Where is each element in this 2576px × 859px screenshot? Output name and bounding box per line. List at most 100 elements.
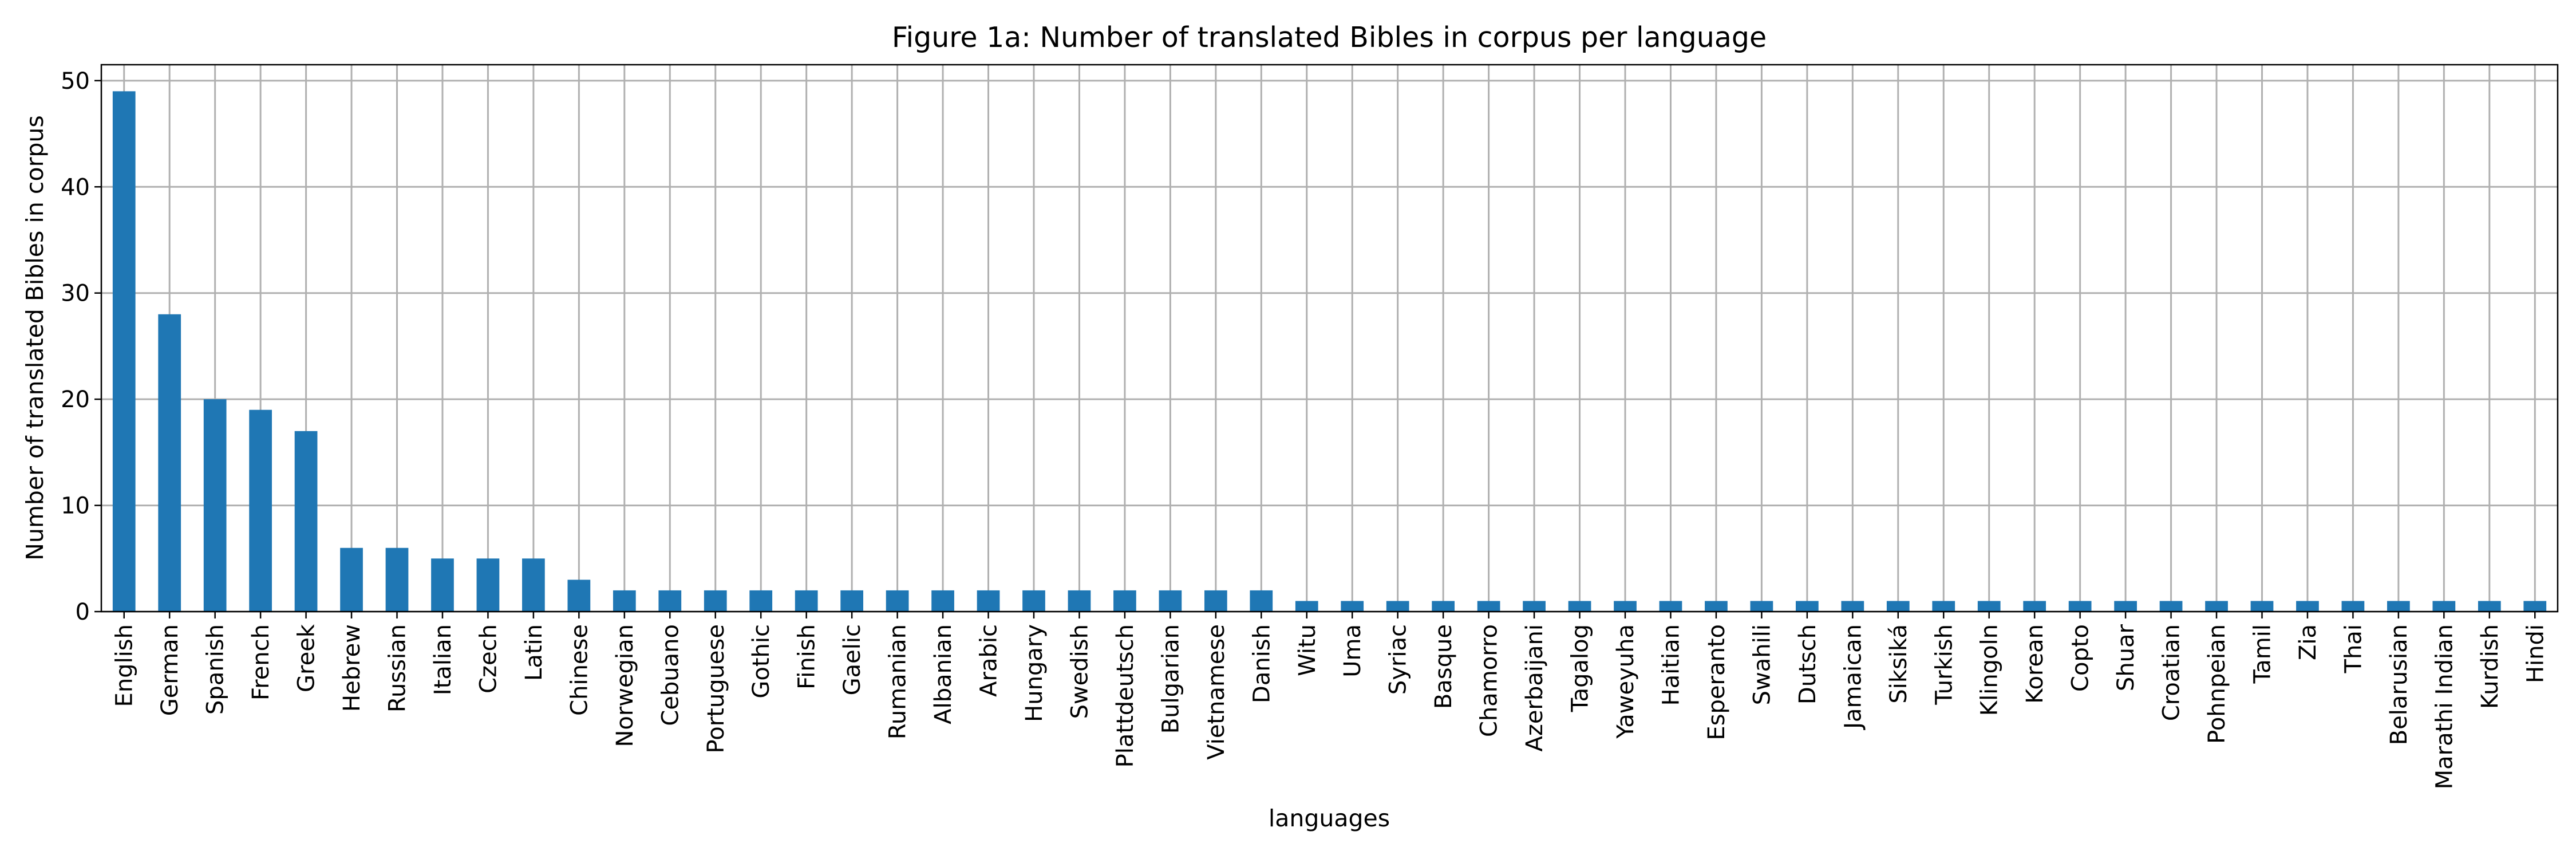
x-tick-label: Bulgarian [1157, 624, 1184, 734]
x-tick-label: Azerbaijani [1522, 624, 1548, 752]
x-tick-label: Cebuano [657, 624, 683, 726]
x-tick-label: Witu [1294, 624, 1321, 676]
x-tick-label: English [112, 624, 138, 707]
y-tick-label: 20 [61, 387, 90, 413]
bar [567, 580, 591, 612]
bar [1204, 590, 1227, 612]
x-tick-label: Yaweyuha [1613, 624, 1639, 739]
x-tick-label: Rumanian [885, 624, 911, 739]
bar [1659, 601, 1682, 612]
bar [658, 590, 682, 612]
x-tick-label: Siksiká [1886, 624, 1912, 704]
bar [1841, 601, 1864, 612]
x-tick-label: Marathi Indian [2431, 624, 2458, 789]
bar [704, 590, 727, 612]
x-tick-label: German [157, 624, 183, 716]
bar [1432, 601, 1455, 612]
x-axis-label: languages [1269, 805, 1390, 832]
bar [613, 590, 636, 612]
bar [1386, 601, 1409, 612]
bar [2205, 601, 2228, 612]
y-tick-label: 40 [61, 174, 90, 200]
x-tick-label: Hebrew [339, 624, 365, 712]
bar [340, 547, 363, 612]
y-tick-label: 50 [61, 68, 90, 94]
bar [2341, 601, 2365, 612]
bar [1795, 601, 1819, 612]
x-tick-label: Tagalog [1567, 624, 1594, 712]
bar [112, 91, 136, 612]
bar [1159, 590, 1182, 612]
x-tick-label: Czech [475, 624, 501, 693]
x-tick-label: Jamaican [1840, 624, 1866, 731]
x-tick-label: Norwegian [612, 624, 638, 747]
bar [476, 558, 500, 612]
bar [2432, 601, 2456, 612]
bar [2114, 601, 2137, 612]
bar [1932, 601, 1955, 612]
bar [749, 590, 773, 612]
y-tick-label: 0 [76, 599, 90, 625]
x-tick-label: Gaelic [839, 624, 866, 695]
x-axis-ticks: English German Spanish French Greek Hebrew Rus… [112, 612, 2549, 789]
bar [931, 590, 954, 612]
x-tick-label: Danish [1249, 624, 1275, 703]
x-tick-label: Uma [1340, 624, 1366, 677]
x-tick-label: Basque [1431, 624, 1457, 709]
x-tick-label: Arabic [976, 624, 1002, 697]
bar [2523, 601, 2547, 612]
x-tick-label: Spanish [203, 624, 229, 715]
x-tick-label: Portuguese [703, 624, 729, 753]
x-tick-label: Chamorro [1476, 624, 1503, 737]
x-tick-label: Tamil [2249, 624, 2275, 684]
bar [1886, 601, 1910, 612]
x-tick-label: Klingoln [1977, 624, 2003, 716]
x-tick-label: French [248, 624, 274, 700]
bar [2159, 601, 2183, 612]
bar [1022, 590, 1045, 612]
bar [1068, 590, 1091, 612]
bar [1750, 601, 1773, 612]
x-tick-label: Chinese [566, 624, 592, 716]
chart-title: Figure 1a: Number of translated Bibles i… [892, 21, 1767, 54]
x-tick-label: Korean [2022, 624, 2048, 704]
x-tick-label: Turkish [1931, 624, 1957, 706]
x-tick-label: Kurdish [2477, 624, 2503, 709]
x-tick-label: Pohnpeian [2204, 624, 2230, 744]
bar [385, 547, 409, 612]
x-tick-label: Plattdeutsch [1112, 624, 1139, 767]
x-tick-label: Haitian [1658, 624, 1684, 706]
bar [522, 558, 545, 612]
bar [2068, 601, 2092, 612]
bar [2387, 601, 2410, 612]
x-tick-label: Hungary [1021, 624, 1048, 722]
bar [2296, 601, 2319, 612]
x-tick-label: Hindi [2522, 624, 2549, 683]
bars [112, 91, 2547, 612]
bar [840, 590, 864, 612]
x-tick-label: Russian [385, 624, 411, 712]
y-tick-label: 10 [61, 493, 90, 519]
bar [2250, 601, 2274, 612]
x-tick-label: Greek [294, 624, 320, 692]
bar [1295, 601, 1318, 612]
x-tick-label: Italian [430, 624, 456, 695]
x-tick-label: Copto [2068, 624, 2094, 692]
bar [1614, 601, 1637, 612]
bar [1523, 601, 1546, 612]
x-tick-label: Thai [2340, 624, 2366, 673]
x-tick-label: Gothic [748, 624, 775, 699]
x-tick-label: Dutsch [1795, 624, 1821, 704]
x-tick-label: Esperanto [1704, 624, 1730, 740]
bar [1568, 601, 1591, 612]
plot-frame [100, 64, 2559, 613]
bar [431, 558, 454, 612]
bar [294, 431, 318, 612]
y-axis-ticks: 0 10 20 30 40 50 [61, 68, 101, 625]
y-tick-label: 30 [61, 281, 90, 307]
bar [249, 409, 272, 612]
x-tick-label: Albanian [930, 624, 957, 724]
x-tick-label: Syriac [1385, 624, 1412, 695]
grid-lines [101, 65, 2558, 613]
